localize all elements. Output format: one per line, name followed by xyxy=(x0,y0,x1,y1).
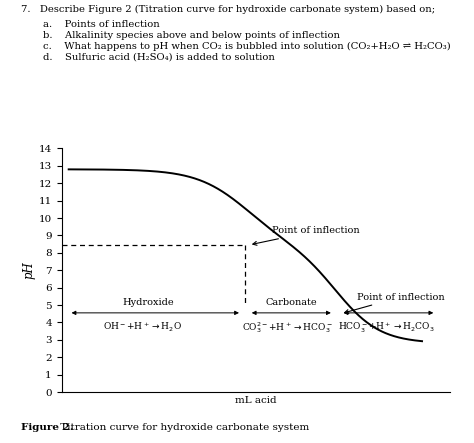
X-axis label: mL acid: mL acid xyxy=(235,396,277,405)
Text: Carbonate: Carbonate xyxy=(265,298,317,307)
Text: Point of inflection: Point of inflection xyxy=(345,292,444,314)
Text: HCO$_3^-$+H$^+$$\rightarrow$H$_2$CO$_3$: HCO$_3^-$+H$^+$$\rightarrow$H$_2$CO$_3$ xyxy=(338,320,435,334)
Text: Hydroxide: Hydroxide xyxy=(122,298,174,307)
Text: Point of inflection: Point of inflection xyxy=(253,226,359,245)
Text: 7.   Describe Figure 2 (Titration curve for hydroxide carbonate system) based on: 7. Describe Figure 2 (Titration curve fo… xyxy=(21,5,436,15)
Text: Figure 2.: Figure 2. xyxy=(21,423,74,432)
Text: b.    Alkalinity species above and below points of inflection: b. Alkalinity species above and below po… xyxy=(43,31,340,40)
Text: OH$^-$+H$^+$$\rightarrow$H$_2$O: OH$^-$+H$^+$$\rightarrow$H$_2$O xyxy=(103,320,182,334)
Text: Titration curve for hydroxide carbonate system: Titration curve for hydroxide carbonate … xyxy=(57,423,309,432)
Text: c.    What happens to pH when CO₂ is bubbled into solution (CO₂+H₂O ⇌ H₂CO₃): c. What happens to pH when CO₂ is bubble… xyxy=(43,42,450,51)
Text: CO$_3^{2-}$+H$^+$$\rightarrow$HCO$_3^-$: CO$_3^{2-}$+H$^+$$\rightarrow$HCO$_3^-$ xyxy=(242,320,333,335)
Text: d.    Sulfuric acid (H₂SO₄) is added to solution: d. Sulfuric acid (H₂SO₄) is added to sol… xyxy=(43,52,274,61)
Text: a.    Points of inflection: a. Points of inflection xyxy=(43,20,159,29)
Y-axis label: pH: pH xyxy=(23,261,36,279)
